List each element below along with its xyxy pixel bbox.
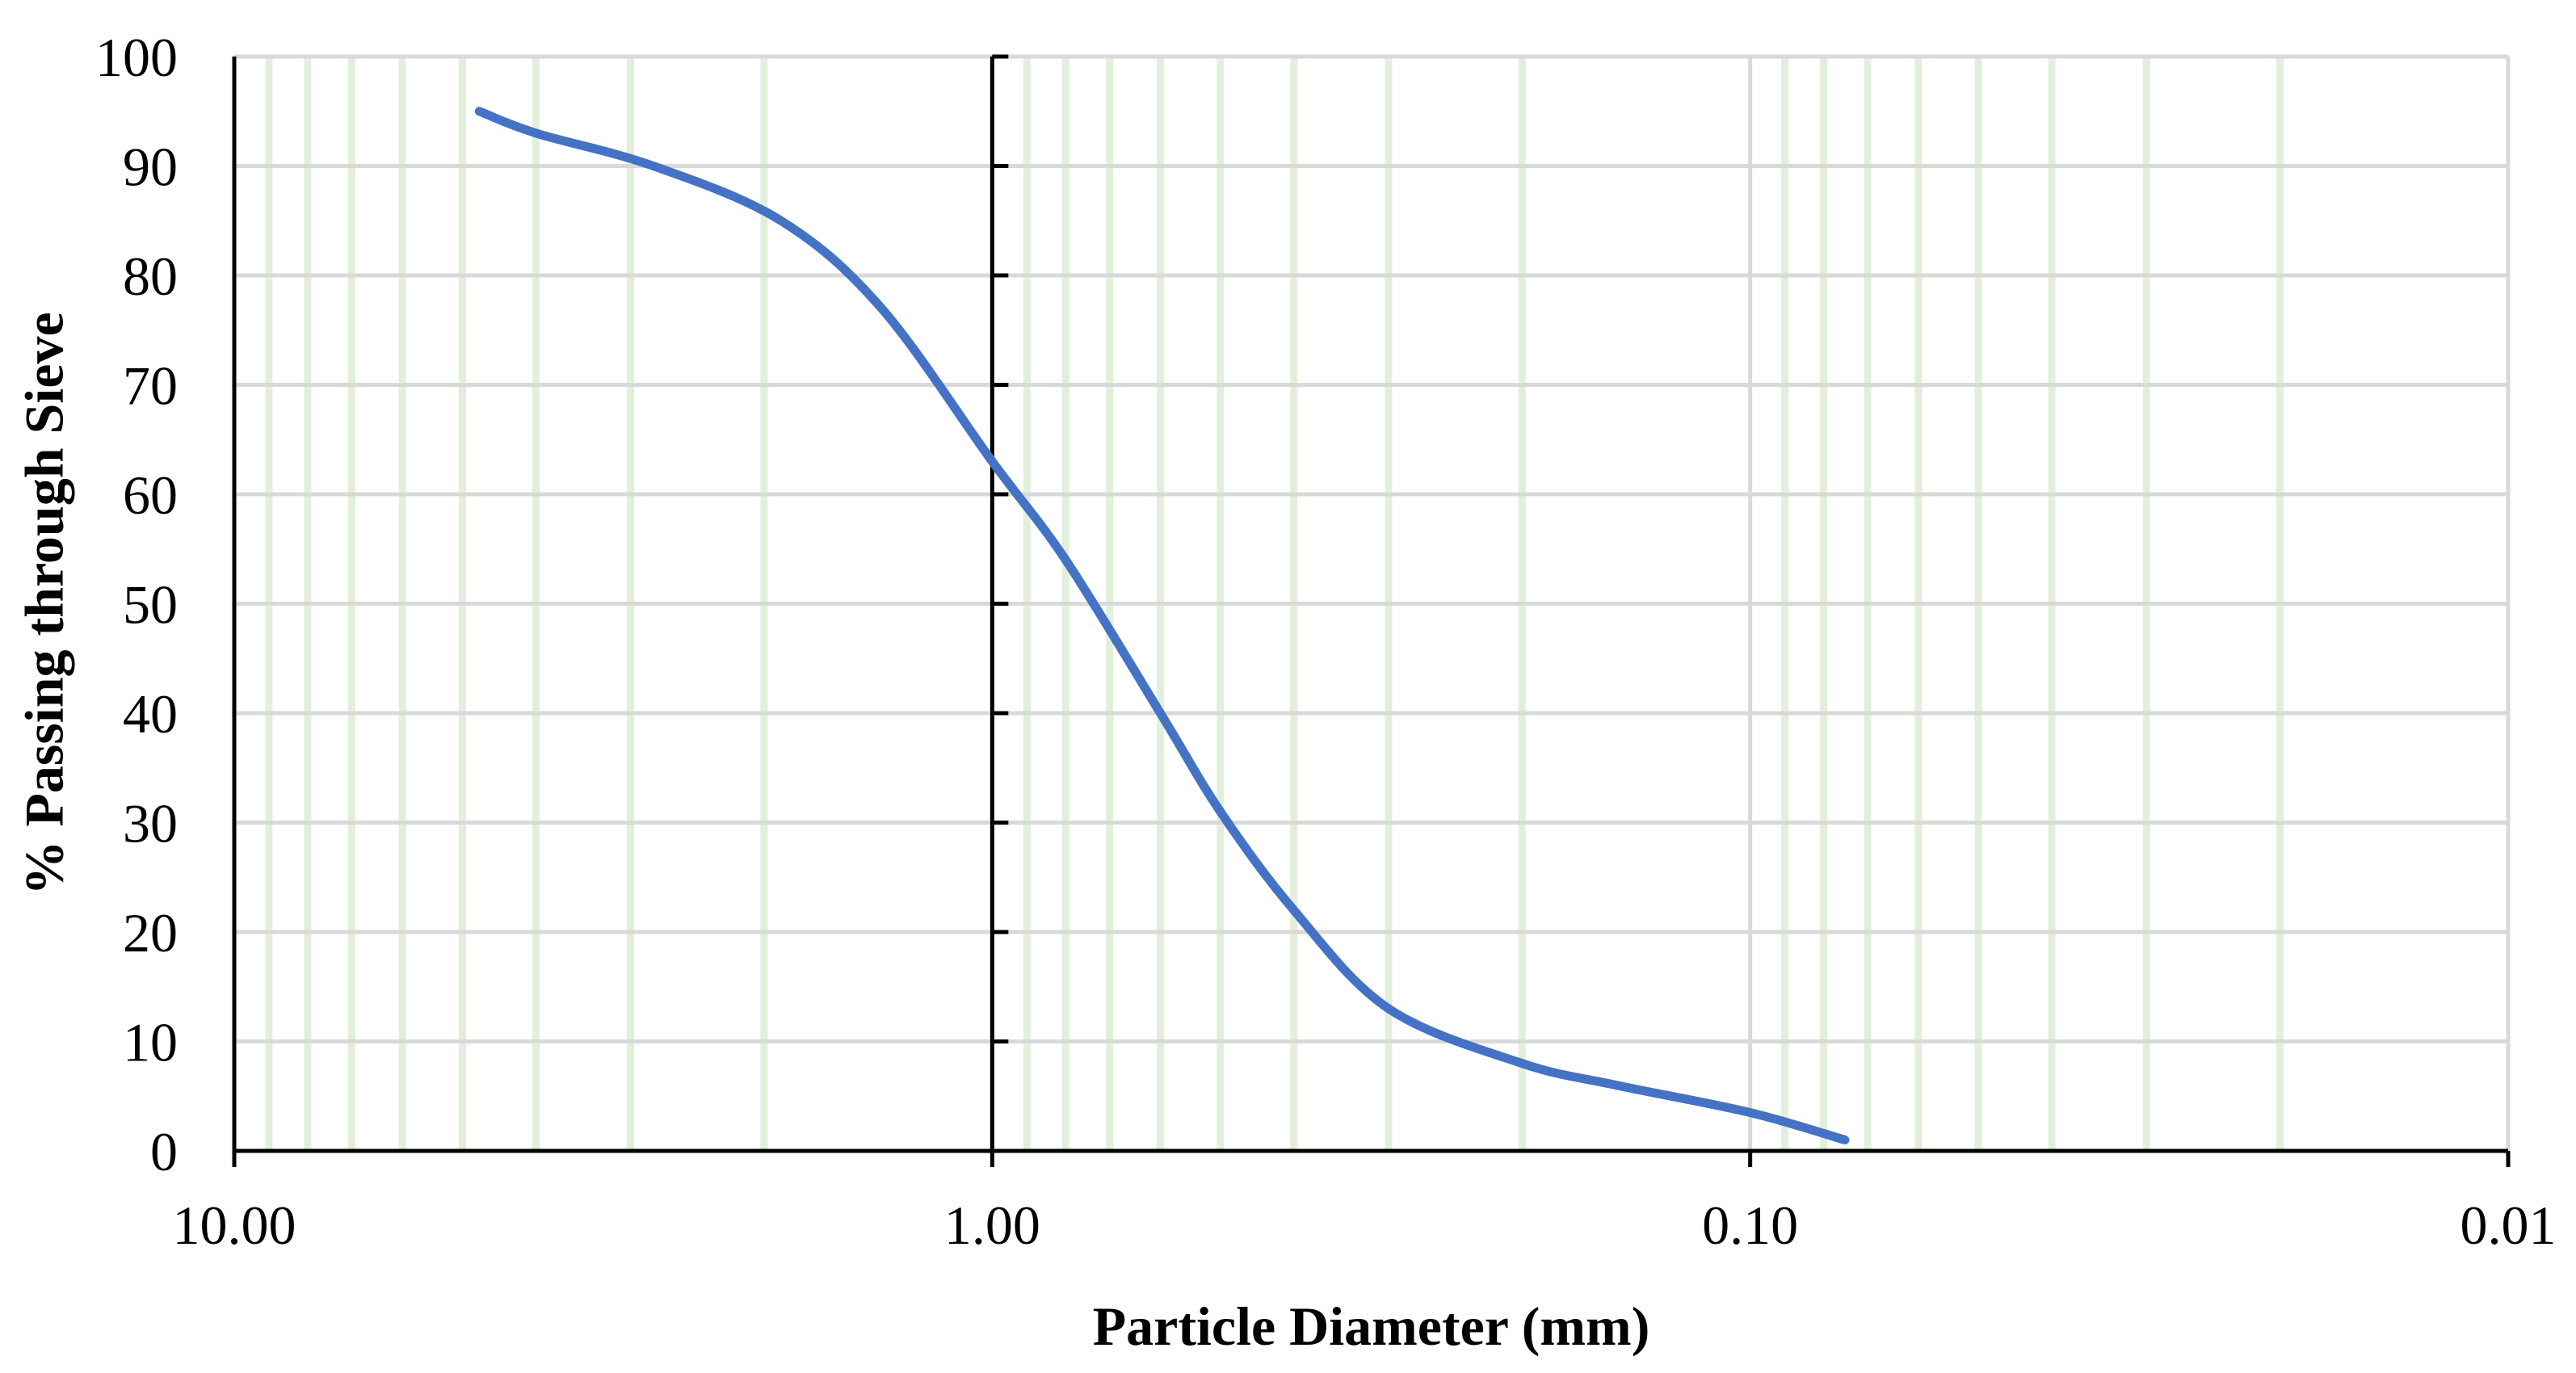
major-gridlines bbox=[232, 54, 2511, 1153]
y-tick-labels: 0 10 20 30 40 50 60 70 80 90 100 bbox=[95, 27, 178, 1182]
y-tick-label: 50 bbox=[123, 574, 178, 636]
y-tick-label: 40 bbox=[123, 683, 178, 745]
x-tick-label: 1.00 bbox=[944, 1195, 1040, 1256]
x-tick-labels: 10.00 1.00 0.10 0.01 bbox=[173, 1195, 2557, 1256]
y-tick-label: 60 bbox=[123, 464, 178, 526]
y-tick-label: 80 bbox=[123, 246, 178, 307]
y-tick-label: 0 bbox=[150, 1121, 178, 1182]
x-tick-label: 10.00 bbox=[173, 1195, 296, 1256]
x-axis-title: Particle Diameter (mm) bbox=[1093, 1295, 1650, 1357]
y-tick-label: 90 bbox=[123, 136, 178, 198]
series-line bbox=[474, 107, 1850, 1144]
y-tick-label: 30 bbox=[123, 793, 178, 854]
reference-axis-ticks bbox=[232, 54, 2511, 1167]
y-tick-label: 100 bbox=[95, 27, 178, 88]
y-axis-title: % Passing through Sieve bbox=[14, 312, 75, 895]
x-tick-label: 0.10 bbox=[1702, 1195, 1798, 1256]
y-tick-label: 20 bbox=[123, 902, 178, 964]
y-tick-label: 10 bbox=[123, 1012, 178, 1073]
y-tick-label: 70 bbox=[123, 355, 178, 417]
x-tick-label: 0.01 bbox=[2460, 1195, 2557, 1256]
series-group bbox=[474, 107, 1850, 1144]
